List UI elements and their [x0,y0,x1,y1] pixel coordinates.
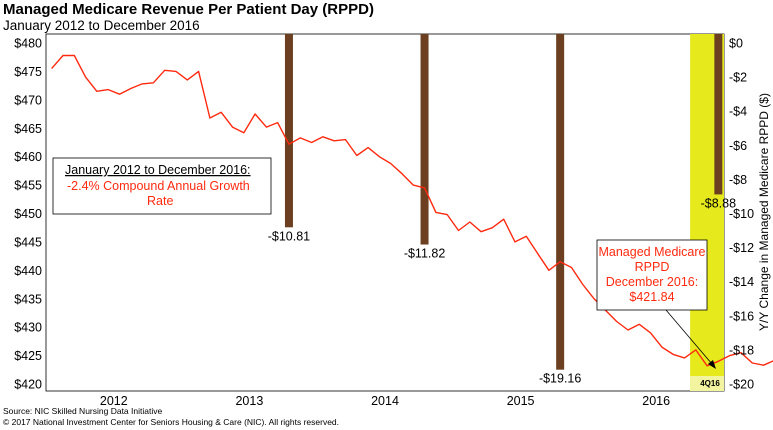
cagr-line-2: -2.4% Compound Annual Growth [67,179,250,193]
left-axis-ticks: $480 $475 $470 $465 $460 $455 $450 $445 $440 $435… [14,37,42,392]
left-tick-label: $435 [14,292,42,306]
yy-bar-label: -$8.88 [701,196,736,210]
callout-line-4: $421.84 [629,290,674,304]
left-tick-label: $430 [14,321,42,335]
right-axis-title: Y/Y Change in Managed Medicare RPPD ($) [757,93,771,331]
right-tick-label: -$14 [729,275,754,289]
yy-bar-label: -$10.81 [268,229,310,243]
callout-line-1: Managed Medicare [598,245,705,259]
callout-line-2: RPPD [635,260,670,274]
right-tick-label: -$6 [729,139,747,153]
right-tick-label: -$4 [729,105,747,119]
callout-box [596,239,708,311]
left-tick-label: $425 [14,349,42,363]
cagr-line-3: Rate [147,194,173,208]
yy-bar [556,34,565,370]
left-tick-label: $470 [14,93,42,107]
x-tick-label: 2016 [642,394,670,408]
rppd-line [51,54,773,367]
source-line-1: Source: NIC Skilled Nursing Data Initiat… [3,406,163,416]
x-tick-label: 2012 [100,394,128,408]
left-tick-label: $465 [14,122,42,136]
highlight-label: 4Q16 [700,379,720,388]
left-tick-label: $475 [14,65,42,79]
source-line-2: © 2017 National Investment Center for Se… [3,417,340,427]
right-tick-label: -$2 [729,71,747,85]
chart-title: Managed Medicare Revenue Per Patient Day… [3,1,374,18]
left-tick-label: $460 [14,150,42,164]
left-tick-label: $450 [14,207,42,221]
highlight-label-bg [690,376,724,391]
yy-bar [284,34,293,228]
callout-arrow-line [665,309,713,365]
callout-line-3: December 2016: [606,275,698,289]
line-layer [51,54,773,367]
right-tick-label: -$18 [729,343,754,357]
right-axis-ticks: $0 -$2 -$4 -$6 -$8 -$10 -$12 -$14 -$16 -$18 -$20 [729,37,754,392]
right-tick-label: -$10 [729,207,754,221]
cagr-annotation: January 2012 to December 2016: -2.4% Com… [52,157,272,215]
cagr-box [52,157,272,215]
bars-layer: -$10.81 -$11.82 -$19.16 -$8.88 [268,34,736,386]
cagr-line-1: January 2012 to December 2016: [65,163,251,177]
yy-bar [420,34,429,245]
right-tick-label: -$16 [729,309,754,323]
left-tick-label: $420 [14,378,42,392]
x-axis-ticks: 2012 2013 2014 2015 2016 [100,394,670,408]
left-tick-label: $440 [14,264,42,278]
right-tick-label: -$8 [729,173,747,187]
right-tick-label: -$12 [729,241,754,255]
left-tick-label: $455 [14,179,42,193]
yy-bar-label: -$11.82 [404,247,446,261]
chart-subtitle: January 2012 to December 2016 [3,18,200,33]
x-tick-label: 2014 [371,394,399,408]
x-tick-label: 2015 [507,394,535,408]
right-tick-label: $0 [729,37,743,51]
callout-arrowhead [708,360,716,369]
left-tick-label: $480 [14,37,42,51]
yy-bar [714,34,723,195]
callout-annotation: Managed Medicare RPPD December 2016: $42… [596,239,716,369]
yy-bar-label: -$19.16 [539,372,581,386]
x-tick-label: 2013 [235,394,263,408]
left-tick-label: $445 [14,235,42,249]
right-tick-label: -$20 [729,378,754,392]
